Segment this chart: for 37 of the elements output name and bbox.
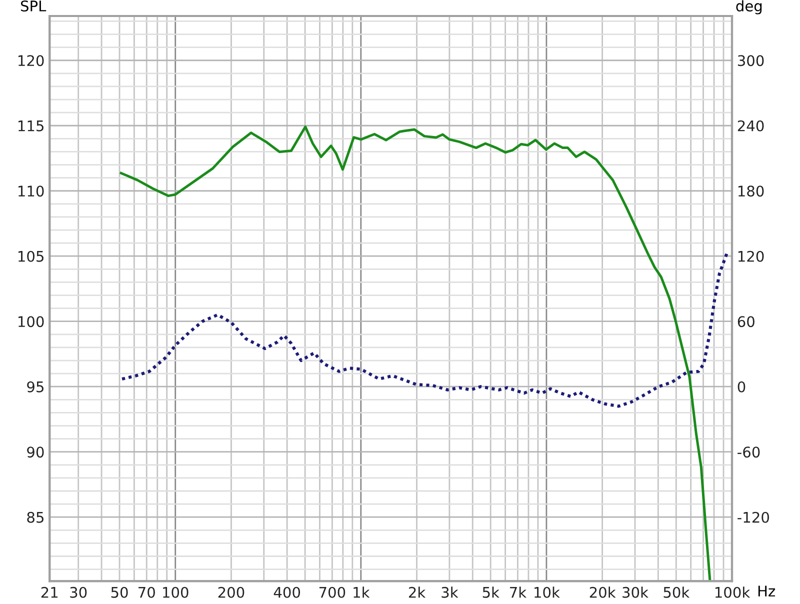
y-tick-label: 85: [27, 512, 44, 523]
y-tick-label: 90: [27, 446, 44, 458]
y-axis-title: SPL: [20, 0, 46, 12]
x-tick-label: 10k: [534, 586, 560, 598]
x-tick-label: 700: [319, 586, 346, 598]
y-tick-label: 115: [18, 120, 44, 132]
x-tick-label: 30k: [622, 586, 648, 598]
y-tick-label: 120: [18, 55, 44, 66]
x-tick-label: 2k: [408, 586, 426, 598]
y-tick-label: 105: [18, 250, 44, 262]
y2-axis-title: deg: [736, 0, 762, 14]
x-tick-label: 3k: [442, 586, 458, 598]
x-tick-label: 20k: [590, 586, 616, 598]
x-tick-label: 30: [70, 586, 87, 598]
y2-tick-label: -60: [738, 446, 760, 458]
x-tick-label: 100: [163, 586, 188, 598]
x-tick-label: 200: [218, 586, 244, 598]
x-tick-label: 400: [274, 586, 300, 598]
y2-tick-label: 120: [738, 250, 764, 262]
y-tick-label: 110: [18, 186, 44, 197]
y2-tick-label: 300: [738, 55, 764, 66]
x-tick-label: 70: [138, 586, 155, 598]
y-tick-label: 95: [27, 381, 44, 392]
x-axis-title: Hz: [758, 586, 776, 596]
y2-tick-label: -120: [738, 512, 769, 523]
x-tick-label: 1k: [354, 586, 370, 598]
x-tick-label: 21: [41, 586, 58, 598]
x-tick-label: 50k: [664, 586, 690, 598]
x-tick-label: 100k: [715, 586, 750, 598]
y2-tick-label: 180: [738, 186, 764, 197]
y-tick-label: 100: [18, 316, 44, 328]
y2-tick-label: 60: [738, 316, 754, 328]
y2-tick-label: 0: [738, 381, 746, 392]
y2-tick-label: 240: [738, 120, 764, 132]
x-tick-label: 7k: [510, 586, 527, 598]
x-tick-label: 5k: [482, 586, 500, 598]
x-tick-label: 50: [111, 586, 128, 598]
